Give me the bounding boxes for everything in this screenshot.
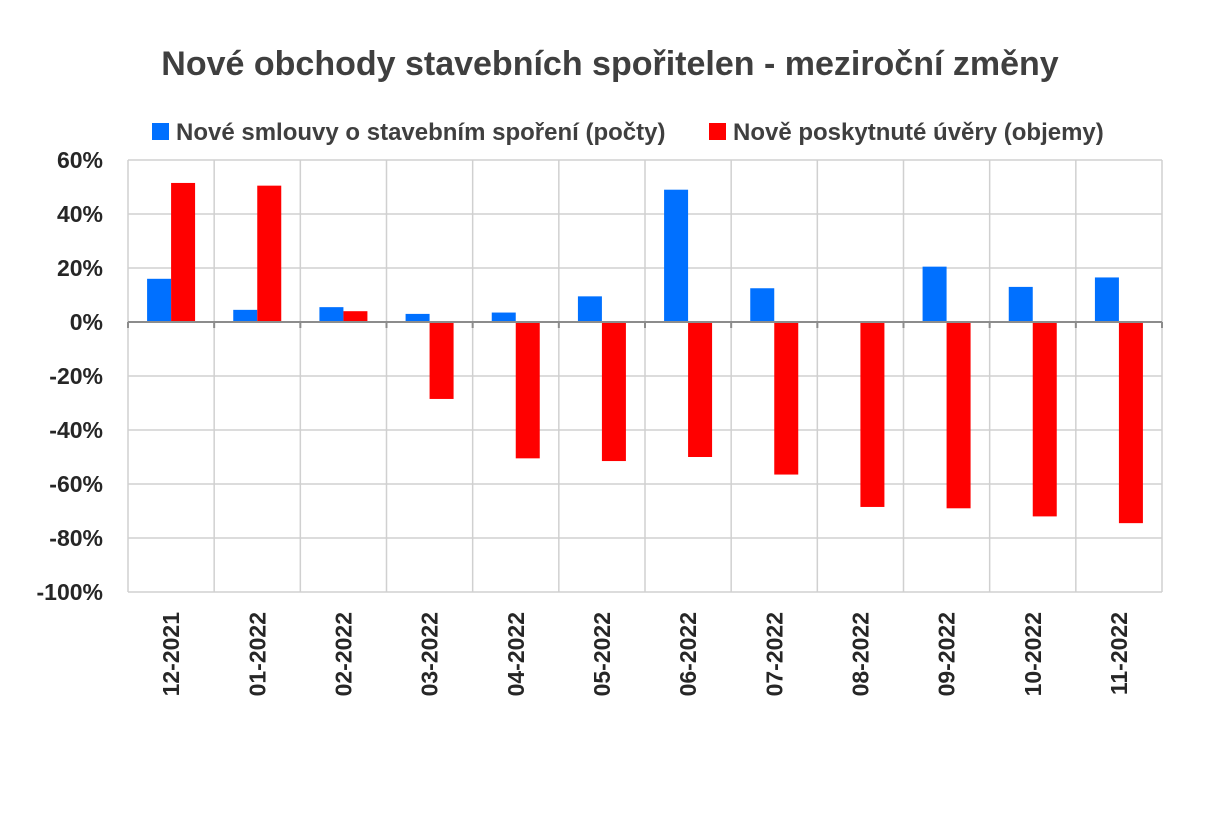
bar-contracts-09-2022 <box>922 266 947 322</box>
x-tick-label: 06-2022 <box>675 612 701 696</box>
legend-label-contracts: Nové smlouvy o stavebním spoření (počty) <box>176 119 665 146</box>
bar-loans-01-2022 <box>257 185 282 322</box>
bar-contracts-03-2022 <box>405 313 430 322</box>
y-tick-label: -20% <box>49 363 103 389</box>
y-tick-label: 20% <box>57 255 103 281</box>
bar-loans-05-2022 <box>601 322 626 462</box>
bar-loans-09-2022 <box>946 322 971 509</box>
y-tick-label: 40% <box>57 201 103 227</box>
y-tick-label: -60% <box>49 471 103 497</box>
y-tick-label: -80% <box>49 525 103 551</box>
x-tick-label: 12-2021 <box>158 612 184 697</box>
zero-axis <box>127 321 1163 328</box>
legend-label-loans: Nově poskytnuté úvěry (objemy) <box>733 119 1104 146</box>
x-tick-label: 09-2022 <box>934 612 960 696</box>
bar-contracts-01-2022 <box>233 309 258 322</box>
bar-loans-03-2022 <box>429 322 454 399</box>
y-tick-label: -100% <box>37 579 103 605</box>
x-tick-label: 10-2022 <box>1020 612 1046 696</box>
x-tick-label: 01-2022 <box>244 612 270 696</box>
x-tick-label: 04-2022 <box>503 612 529 696</box>
legend-swatch-loans <box>709 123 726 140</box>
gridlines <box>127 159 1163 593</box>
bar-contracts-12-2021 <box>147 278 172 322</box>
bar-contracts-10-2022 <box>1008 286 1033 322</box>
y-axis-ticks: 60% 40% 20% 0% -20% -40% -60% -80% -100% <box>37 147 103 605</box>
bar-loans-07-2022 <box>774 322 799 475</box>
bar-loans-06-2022 <box>688 322 713 457</box>
x-axis-ticks: 12-2021 01-2022 02-2022 03-2022 04-2022 05-20… <box>158 612 1132 697</box>
x-tick-label: 03-2022 <box>417 612 443 696</box>
bar-loans-11-2022 <box>1118 322 1143 524</box>
bar-loans-04-2022 <box>515 322 540 459</box>
bar-contracts-05-2022 <box>577 296 602 322</box>
x-tick-label: 07-2022 <box>761 612 787 696</box>
bar-contracts-07-2022 <box>750 288 775 322</box>
x-tick-label: 08-2022 <box>847 612 873 696</box>
bars <box>147 182 1143 524</box>
legend: Nové smlouvy o stavebním spoření (počty)… <box>152 119 1104 146</box>
y-tick-label: -40% <box>49 417 103 443</box>
bar-loans-08-2022 <box>860 322 885 507</box>
x-tick-label: 02-2022 <box>330 612 356 696</box>
y-tick-label: 60% <box>57 147 103 173</box>
bar-contracts-02-2022 <box>319 307 344 322</box>
bar-loans-12-2021 <box>171 182 196 322</box>
bar-contracts-04-2022 <box>491 312 516 322</box>
x-tick-label: 11-2022 <box>1106 612 1132 695</box>
x-tick-label: 05-2022 <box>589 612 615 696</box>
chart-title: Nové obchody stavebních spořitelen - mez… <box>161 45 1059 83</box>
legend-swatch-contracts <box>152 123 169 140</box>
bar-loans-02-2022 <box>343 311 368 322</box>
bar-contracts-06-2022 <box>664 189 689 322</box>
y-tick-label: 0% <box>70 309 103 335</box>
bar-loans-10-2022 <box>1032 322 1057 517</box>
bar-contracts-11-2022 <box>1094 277 1119 322</box>
